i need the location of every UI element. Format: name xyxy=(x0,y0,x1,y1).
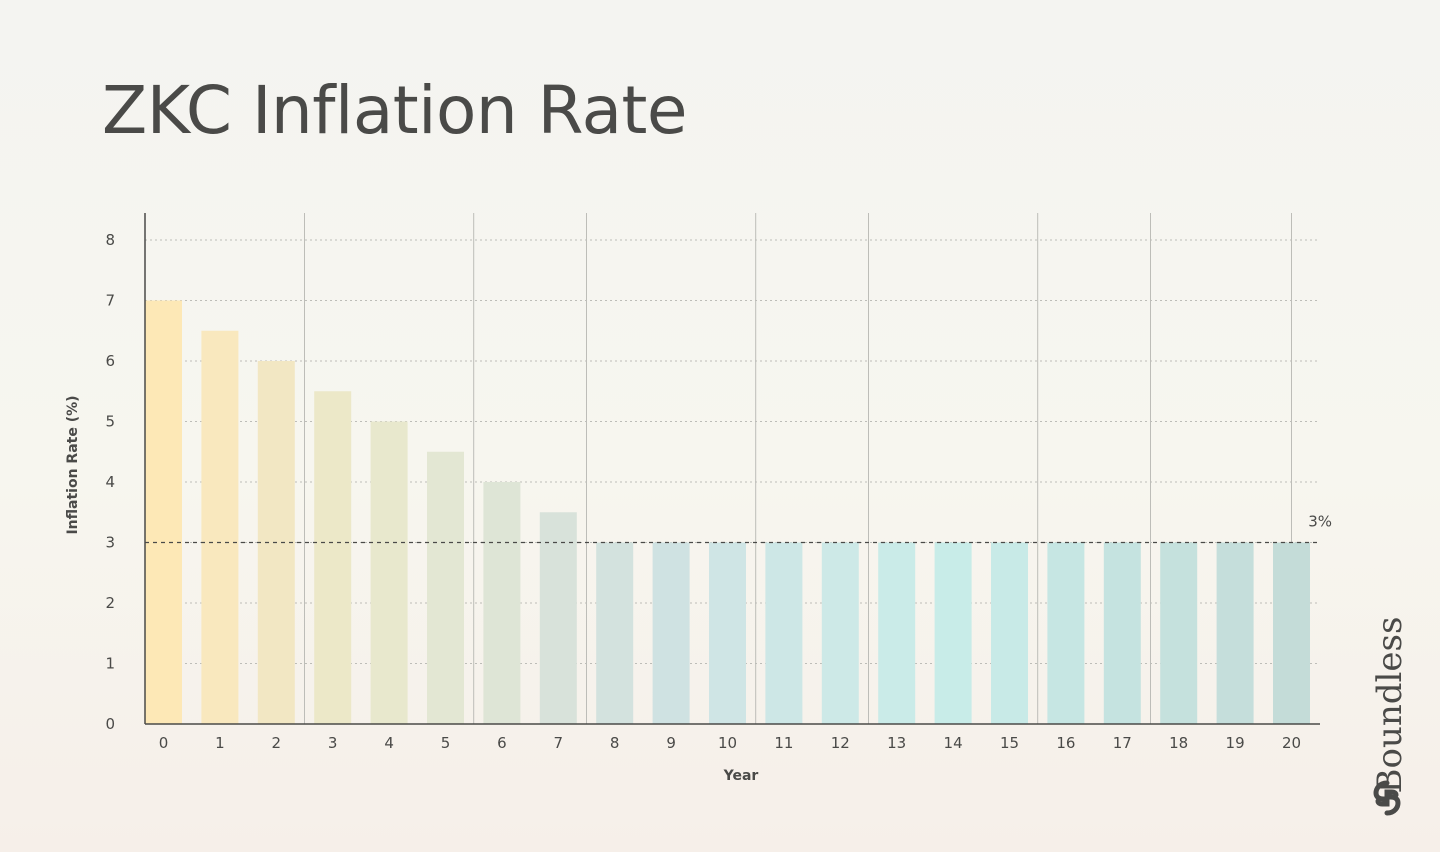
bar-year-9 xyxy=(652,542,690,724)
bar-year-12 xyxy=(821,542,859,724)
x-tick-label: 18 xyxy=(1169,734,1188,752)
boundless-logo-icon xyxy=(1373,780,1401,816)
x-tick-label: 15 xyxy=(1000,734,1019,752)
reference-line-label: 3% xyxy=(1308,513,1332,531)
bar-year-6 xyxy=(483,482,521,724)
y-tick-label: 8 xyxy=(105,231,115,249)
axes-layer xyxy=(144,213,1320,725)
bar-year-3 xyxy=(314,391,352,724)
y-tick-label: 5 xyxy=(105,413,115,431)
bar-year-16 xyxy=(1047,542,1085,724)
bar-year-18 xyxy=(1160,542,1198,724)
x-tick-label: 8 xyxy=(610,734,620,752)
y-tick-label: 7 xyxy=(105,292,115,310)
reference-line-layer: 3% xyxy=(145,513,1332,544)
brand-wordmark: Boundless xyxy=(1370,616,1410,794)
x-tick-label: 14 xyxy=(944,734,963,752)
y-tick-label: 3 xyxy=(105,534,115,552)
x-tick-label: 10 xyxy=(718,734,737,752)
bar-year-4 xyxy=(370,421,408,724)
bar-year-1 xyxy=(201,330,239,724)
bars-layer xyxy=(145,300,1310,724)
y-tick-label: 2 xyxy=(105,594,115,612)
x-tick-label: 12 xyxy=(831,734,850,752)
x-tick-label: 4 xyxy=(384,734,394,752)
x-tick-label: 11 xyxy=(774,734,793,752)
x-tick-label: 0 xyxy=(159,734,169,752)
y-tick-label: 1 xyxy=(105,655,115,673)
bar-year-19 xyxy=(1216,542,1254,724)
bar-year-0 xyxy=(145,300,182,724)
bar-year-10 xyxy=(709,542,746,724)
x-tick-label: 20 xyxy=(1282,734,1301,752)
x-tick-label: 6 xyxy=(497,734,507,752)
bar-year-11 xyxy=(765,542,803,724)
bar-year-17 xyxy=(1103,542,1141,724)
y-tick-label: 0 xyxy=(105,715,115,733)
chart-title: ZKC Inflation Rate xyxy=(102,72,688,149)
x-tick-label: 3 xyxy=(328,734,338,752)
y-tick-label: 4 xyxy=(105,473,115,491)
y-tick-label: 6 xyxy=(105,352,115,370)
bar-year-7 xyxy=(539,512,577,724)
x-tick-label: 5 xyxy=(441,734,451,752)
x-tick-label: 7 xyxy=(554,734,564,752)
x-tick-label: 2 xyxy=(272,734,282,752)
bar-year-13 xyxy=(878,542,916,724)
bar-year-14 xyxy=(934,542,972,724)
x-tick-label: 13 xyxy=(887,734,906,752)
bar-year-8 xyxy=(596,542,634,724)
x-tick-label: 16 xyxy=(1056,734,1075,752)
x-tick-label: 19 xyxy=(1226,734,1245,752)
x-axis-title: Year xyxy=(723,768,759,784)
y-axis-title: Inflation Rate (%) xyxy=(65,395,81,534)
x-tick-label: 9 xyxy=(666,734,676,752)
bar-year-15 xyxy=(991,542,1028,724)
x-tick-label: 1 xyxy=(215,734,225,752)
bar-year-20 xyxy=(1273,542,1310,724)
bar-year-5 xyxy=(427,451,464,724)
x-tick-label: 17 xyxy=(1113,734,1132,752)
